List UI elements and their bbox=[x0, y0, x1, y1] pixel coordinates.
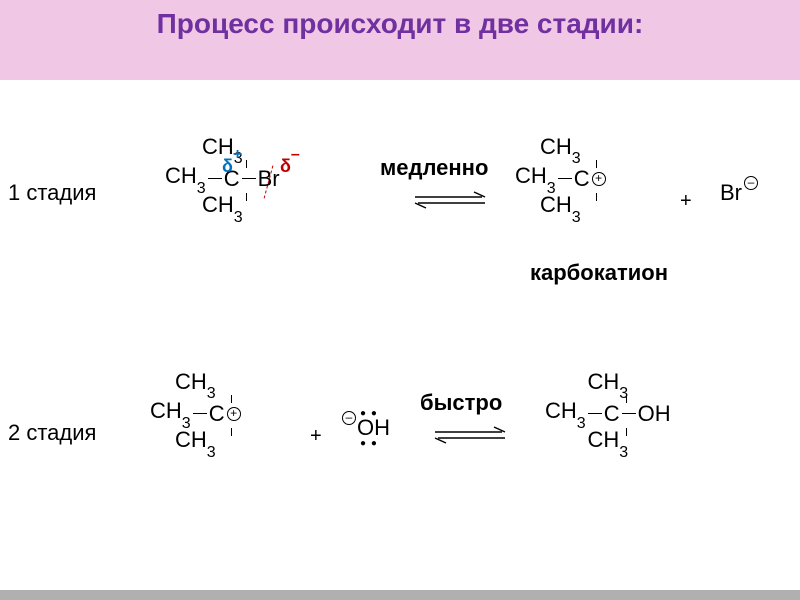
stage1-label: 1 стадия bbox=[8, 180, 96, 206]
bond-v3 bbox=[596, 160, 597, 168]
equilibrium-arrow-icon bbox=[410, 190, 490, 210]
fast-annotation: быстро bbox=[420, 390, 502, 416]
slow-annotation: медленно bbox=[380, 155, 488, 181]
cation-charge-icon-2: + bbox=[227, 407, 241, 421]
stage2-plus-sign: + bbox=[310, 425, 322, 448]
lonepair-bottom: ● ● bbox=[360, 438, 378, 449]
page-title: Процесс происходит в две стадии: bbox=[0, 0, 800, 80]
hydroxide-charge-icon: – bbox=[342, 411, 356, 425]
stage2-label: 2 стадия bbox=[8, 420, 96, 446]
stage1-plus-sign: + bbox=[680, 190, 692, 213]
bromide-ion: Br – bbox=[720, 180, 758, 206]
carbocation-label: карбокатион bbox=[530, 260, 668, 286]
anion-charge-icon: – bbox=[744, 176, 758, 190]
stage2-equilibrium-arrow bbox=[430, 425, 510, 445]
lonepair-top: ● ● bbox=[360, 408, 378, 419]
delta-plus: δ+ bbox=[222, 152, 242, 177]
bond-v8 bbox=[626, 428, 627, 436]
stage1-reactant: CH3 CH3 C Br CH3 bbox=[165, 135, 280, 223]
bond-v5 bbox=[231, 395, 232, 403]
title-text: Процесс происходит в две стадии: bbox=[157, 8, 644, 40]
bond-v4 bbox=[596, 193, 597, 201]
stage1-equilibrium-arrow bbox=[410, 190, 490, 210]
bond-v1 bbox=[246, 160, 247, 168]
bond-v6 bbox=[231, 428, 232, 436]
ch3-left: CH3 bbox=[165, 164, 206, 193]
equilibrium-arrow-icon-2 bbox=[430, 425, 510, 445]
stage2-carbocation: CH3 CH3 C + CH3 bbox=[150, 370, 241, 458]
stage1-carbocation: CH3 CH3 C + CH3 bbox=[515, 135, 606, 223]
bond-v7 bbox=[626, 395, 627, 403]
ch3-bottom: CH3 bbox=[202, 193, 243, 222]
stage2-product: CH3 CH3 C OH CH3 bbox=[545, 370, 671, 458]
footer-divider bbox=[0, 590, 800, 600]
cation-charge-icon: + bbox=[592, 172, 606, 186]
delta-minus: δ– bbox=[280, 152, 300, 177]
bond-v2 bbox=[246, 193, 247, 201]
